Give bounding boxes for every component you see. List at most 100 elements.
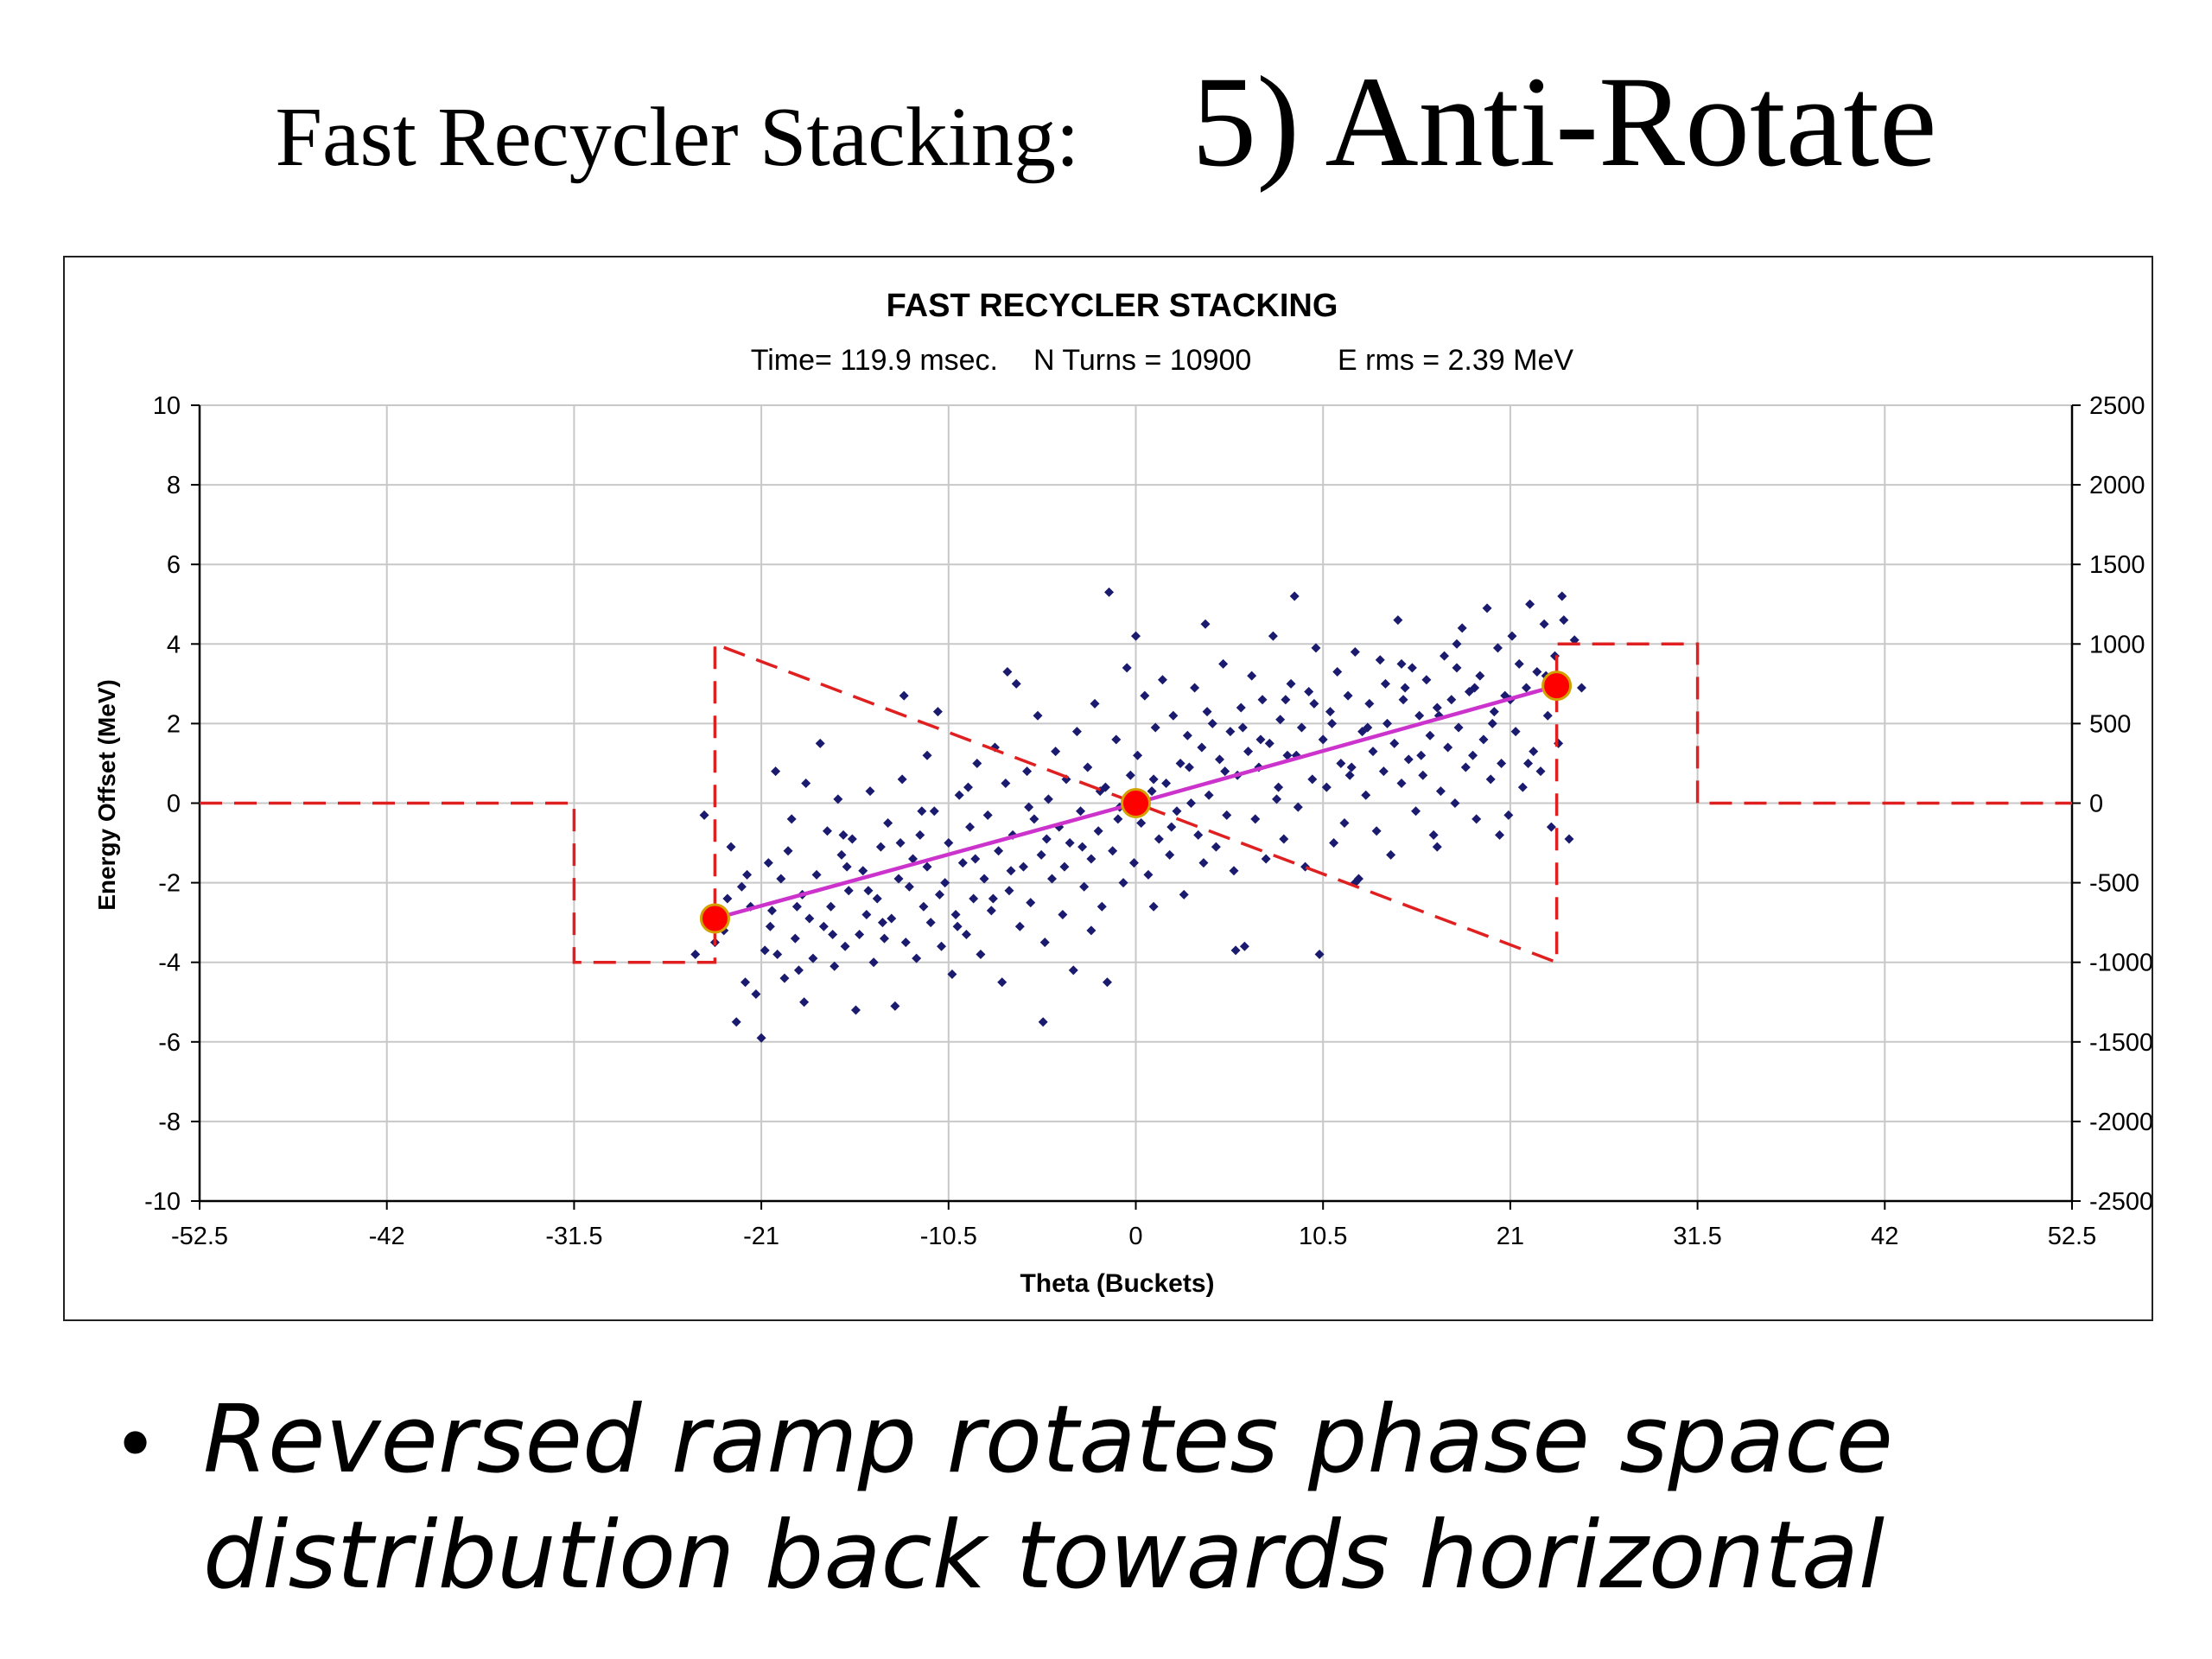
data-point (1368, 747, 1378, 757)
data-point (843, 886, 854, 896)
data-point (1542, 710, 1553, 721)
data-point (1214, 754, 1224, 765)
data-point (961, 929, 971, 939)
chart-subtitle-time: Time= 119.9 msec. (751, 344, 998, 377)
data-point (833, 794, 843, 804)
data-point (1039, 938, 1050, 948)
data-point (1002, 667, 1013, 677)
data-point (1361, 790, 1371, 800)
bullet-line-1: Reversed ramp rotates phase space (203, 1386, 1893, 1494)
data-point (1036, 849, 1046, 860)
y2-tick-label: -2500 (2089, 1188, 2152, 1216)
y-tick-label: 4 (167, 631, 181, 658)
data-point (1396, 778, 1407, 788)
data-point (1343, 690, 1353, 701)
data-point (1041, 834, 1052, 844)
data-point (1380, 678, 1390, 689)
data-point (1200, 619, 1211, 629)
data-point (779, 973, 790, 983)
data-point (1157, 675, 1167, 685)
data-point (1143, 869, 1154, 880)
data-point (1111, 734, 1122, 745)
x-tick-label: -52.5 (171, 1223, 228, 1250)
data-point (1339, 818, 1350, 829)
data-point (1546, 822, 1556, 832)
data-point (1247, 671, 1257, 681)
data-point (1122, 663, 1132, 673)
y2-tick-label: -2000 (2089, 1109, 2152, 1136)
data-point (1569, 635, 1580, 645)
data-point (1239, 941, 1249, 951)
chart-title: FAST RECYCLER STACKING (887, 288, 1338, 324)
data-point (1128, 858, 1139, 868)
data-point (1222, 810, 1232, 820)
data-point (815, 738, 825, 748)
data-point (1314, 949, 1325, 959)
y-axis-label: Energy Offset (MeV) (93, 679, 120, 911)
data-point (1255, 734, 1266, 745)
data-point (934, 889, 944, 899)
y-tick-label: 6 (167, 551, 181, 579)
data-point (1059, 861, 1070, 872)
data-point (1421, 675, 1432, 685)
data-point (756, 1033, 766, 1043)
data-point (1202, 707, 1212, 717)
data-point (1068, 965, 1078, 976)
data-point (908, 854, 918, 864)
data-point (1523, 758, 1534, 768)
data-point (1230, 945, 1241, 956)
y2-tick-label: 2000 (2089, 472, 2145, 499)
data-point (994, 846, 1004, 856)
data-point (1051, 747, 1061, 757)
data-point (1108, 846, 1118, 856)
data-point (1184, 762, 1194, 772)
data-point (811, 869, 822, 880)
data-point (1076, 806, 1086, 817)
data-point (1487, 718, 1497, 728)
data-point (1425, 730, 1435, 741)
data-point (1307, 774, 1318, 785)
data-point (1125, 770, 1135, 780)
data-point (1539, 619, 1549, 629)
data-point (1286, 678, 1296, 689)
data-point (1198, 858, 1209, 868)
bullet-symbol: • (112, 1400, 159, 1491)
data-point (1204, 790, 1214, 800)
data-point (1492, 643, 1503, 653)
data-point (1529, 747, 1539, 757)
data-point (1304, 687, 1314, 697)
data-point (1113, 814, 1123, 824)
y-tick-label: -6 (158, 1029, 181, 1057)
data-point (1279, 834, 1289, 844)
data-point (1006, 866, 1016, 876)
marker-point (1121, 788, 1151, 818)
data-point (1418, 770, 1428, 780)
data-point (830, 961, 840, 971)
data-point (1038, 1017, 1048, 1027)
data-point (1411, 806, 1421, 817)
axis-layer: -52.5 -42 -31.5 -21 -10.5 0 10.5 21 31.5 42 52.510… (144, 392, 2152, 1250)
data-point (893, 874, 904, 884)
data-point (1150, 722, 1160, 733)
data-point (904, 881, 914, 892)
data-point (1058, 909, 1068, 919)
data-point (883, 818, 893, 829)
data-point (963, 782, 974, 792)
data-point (776, 874, 786, 884)
data-point (922, 861, 932, 872)
data-point (1182, 730, 1192, 741)
data-point (1416, 750, 1427, 760)
data-point (1047, 874, 1058, 884)
data-point (1453, 722, 1464, 733)
data-point (1033, 710, 1043, 721)
data-point (1172, 806, 1182, 817)
data-point (1432, 702, 1442, 713)
y2-tick-label: -1000 (2089, 950, 2152, 977)
data-point (1220, 766, 1230, 777)
data-point (917, 806, 927, 817)
data-point (858, 866, 868, 876)
data-point (763, 858, 773, 868)
data-point (1193, 830, 1204, 840)
data-point (1096, 901, 1107, 912)
x-tick-label: 0 (1128, 1223, 1142, 1250)
